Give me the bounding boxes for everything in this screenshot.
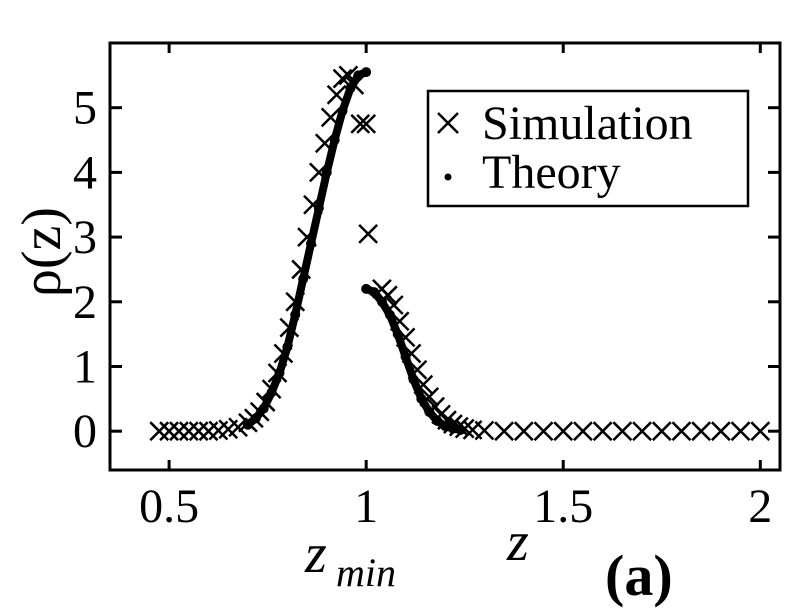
simulation-point (255, 392, 276, 412)
theory-point (361, 283, 372, 294)
simulation-point (188, 421, 209, 442)
y-ticks: 0 1 2 3 4 5 (73, 82, 780, 458)
x-axis-label-zmin-z: z (304, 523, 327, 585)
x-tick-label: 1.5 (533, 480, 593, 533)
y-tick-label: 1 (73, 340, 97, 393)
simulation-point (308, 162, 329, 183)
simulation-point (437, 410, 457, 431)
y-tick-label: 3 (73, 211, 97, 264)
legend-simulation-marker (437, 112, 459, 134)
x-axis-label-zmin: z (304, 523, 327, 585)
theory-point (361, 67, 372, 78)
simulation-point (356, 113, 377, 134)
legend-theory-marker (444, 173, 452, 181)
simulation-point (513, 421, 534, 442)
theory-point (337, 105, 348, 116)
simulation-point (228, 417, 248, 438)
y-tick-label: 5 (73, 82, 97, 135)
panel-label: (a) (605, 543, 673, 608)
theory-point (274, 367, 285, 378)
simulation-point (494, 421, 515, 442)
y-tick-label: 4 (73, 146, 97, 199)
simulation-point (261, 379, 282, 400)
simulation-point (474, 420, 495, 441)
x-tick-label: 0.5 (139, 480, 199, 533)
simulation-point (344, 75, 365, 95)
legend: Simulation Theory (426, 89, 750, 208)
simulation-point (332, 68, 353, 89)
simulation-point (285, 291, 306, 312)
simulation-point (632, 421, 652, 442)
simulation-point (612, 421, 633, 442)
theory-point (290, 309, 301, 320)
simulation-point (442, 414, 463, 434)
simulation-point (389, 311, 410, 332)
simulation-point (198, 421, 219, 442)
simulation-point (303, 194, 323, 215)
simulation-point (592, 421, 613, 442)
theory-curve-left (243, 68, 371, 429)
simulation-point (710, 421, 731, 442)
simulation-point (651, 421, 672, 442)
simulation-point (401, 343, 422, 364)
legend-box (426, 89, 750, 208)
legend-theory-label: Theory (482, 146, 621, 199)
simulation-point (750, 421, 771, 442)
simulation-point (671, 421, 692, 442)
simulation-point (291, 259, 312, 280)
simulation-point (149, 421, 170, 442)
theory-point (400, 351, 411, 362)
simulation-point (395, 327, 416, 348)
simulation-point (169, 421, 189, 442)
theory-point (313, 202, 324, 213)
theory-point (282, 342, 293, 353)
simulation-point (338, 65, 359, 86)
simulation-point (320, 107, 341, 128)
simulation-point (413, 374, 434, 395)
simulation-series (149, 65, 771, 442)
simulation-point (454, 418, 475, 439)
theory-point (298, 274, 309, 285)
plot-frame (108, 41, 782, 472)
simulation-point (297, 227, 317, 247)
simulation-point (159, 421, 180, 442)
y-tick-label: 0 (73, 405, 97, 458)
simulation-point (691, 421, 712, 442)
simulation-point (573, 421, 593, 442)
simulation-point (273, 343, 294, 364)
simulation-point (314, 133, 335, 154)
simulation-point (533, 421, 554, 442)
simulation-point (377, 285, 398, 306)
y-axis-label: ρ(z) (11, 207, 73, 297)
simulation-point (553, 421, 574, 442)
simulation-point (358, 223, 379, 244)
theory-point (432, 415, 443, 426)
simulation-point (178, 421, 199, 442)
simulation-point (350, 113, 371, 134)
theory-point (321, 167, 332, 178)
simulation-point (407, 359, 428, 380)
theory-point (306, 238, 316, 249)
x-ticks: 0.5 1 1.5 2 (139, 43, 772, 533)
simulation-point (249, 401, 270, 422)
simulation-point (383, 295, 404, 315)
simulation-point (730, 421, 751, 442)
x-tick-label: 1 (354, 480, 378, 533)
simulation-point (326, 84, 347, 105)
x-axis-label-z: z (506, 511, 529, 573)
x-axis-label-zmin-subscript: min (336, 550, 396, 595)
x-tick-label: 2 (748, 480, 772, 533)
simulation-point (267, 363, 288, 383)
y-tick-label: 2 (73, 276, 97, 329)
simulation-point (419, 387, 440, 407)
legend-simulation-label: Simulation (482, 97, 693, 150)
simulation-point (279, 317, 300, 338)
